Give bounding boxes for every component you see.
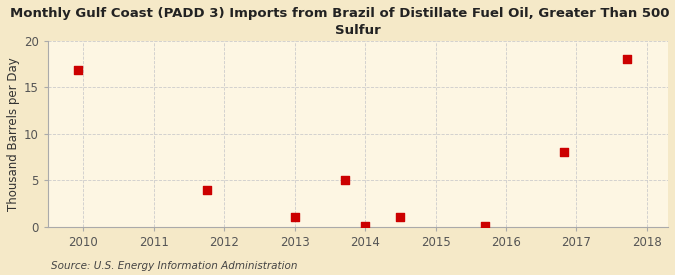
Y-axis label: Thousand Barrels per Day: Thousand Barrels per Day: [7, 57, 20, 211]
Point: [201, 187, 212, 192]
Text: Source: U.S. Energy Information Administration: Source: U.S. Energy Information Administ…: [51, 261, 297, 271]
Title: Monthly Gulf Coast (PADD 3) Imports from Brazil of Distillate Fuel Oil, Greater : Monthly Gulf Coast (PADD 3) Imports from…: [9, 7, 675, 37]
Point: [559, 150, 570, 155]
Point: [360, 224, 371, 229]
Point: [622, 57, 632, 62]
Point: [72, 67, 83, 72]
Point: [395, 214, 406, 219]
Point: [340, 178, 351, 183]
Point: [289, 215, 300, 220]
Point: [479, 224, 490, 228]
